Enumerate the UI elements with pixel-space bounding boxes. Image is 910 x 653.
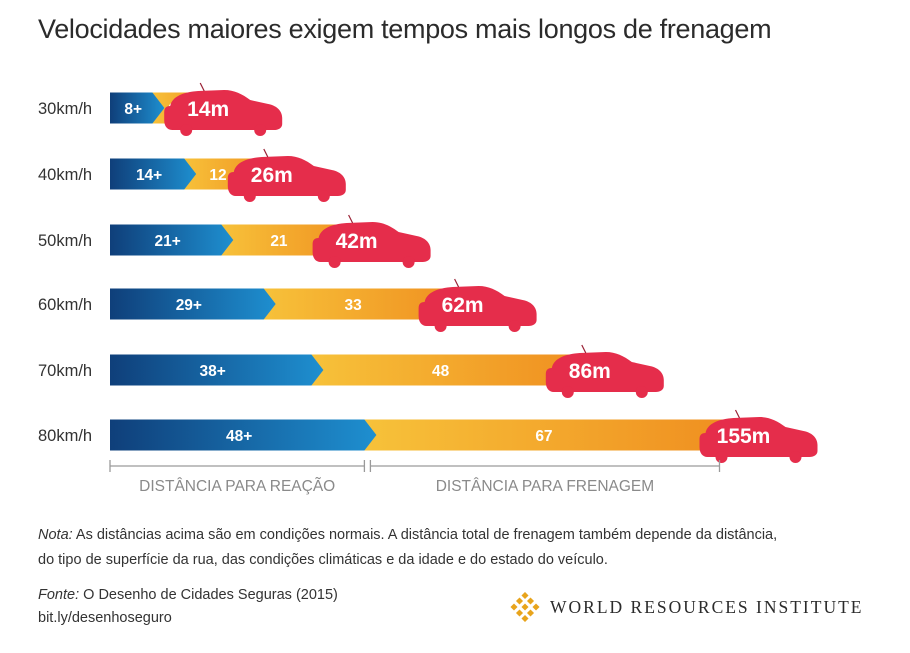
braking-bar (362, 419, 760, 451)
braking-bar (309, 354, 606, 386)
car-wheel (635, 386, 648, 398)
car-wheel (402, 256, 415, 268)
car-marker (418, 278, 537, 332)
car-wheel (508, 320, 521, 332)
car-marker (699, 409, 818, 463)
total-distance-label: 86m (569, 360, 611, 383)
car-marker (164, 82, 283, 136)
car-body (699, 417, 818, 457)
chart-title: Velocidades maiores exigem tempos mais l… (38, 14, 772, 44)
total-distance-label: 14m (187, 98, 229, 121)
row-label: 60km/h (38, 296, 92, 314)
reaction-value-label: 21+ (155, 233, 181, 250)
row-label: 30km/h (38, 100, 92, 118)
reaction-value-label: 29+ (176, 297, 202, 314)
reaction-bar (110, 158, 197, 190)
reaction-value-label: 8+ (124, 101, 142, 118)
legend-braking-label: DISTÂNCIA PARA FRENAGEM (436, 478, 654, 495)
reaction-bar (110, 224, 234, 256)
braking-bracket (369, 460, 721, 472)
car-antenna (734, 409, 741, 419)
source-label: Fonte: (38, 587, 80, 603)
braking-distance-chart: 30km/h8+614m40km/h14+1226m50km/h21+2142m… (38, 82, 818, 495)
car-antenna (199, 82, 205, 92)
car-marker (312, 214, 431, 268)
row-label: 70km/h (38, 362, 92, 380)
car-wheel (254, 124, 267, 136)
reaction-bracket (109, 460, 366, 472)
legend-reaction-label: DISTÂNCIA PARA REAÇÃO (139, 478, 335, 495)
row-label: 80km/h (38, 427, 92, 445)
car-antenna (263, 148, 269, 158)
car-body (164, 90, 283, 130)
wri-name: WORLD RESOURCES INSTITUTE (550, 596, 864, 617)
car-wheel (715, 451, 728, 463)
total-distance-label: 42m (336, 230, 378, 253)
car-body (227, 156, 346, 196)
reaction-value-label: 48+ (226, 428, 252, 445)
reaction-bar (110, 288, 276, 320)
car-wheel (317, 190, 330, 202)
car-body (418, 286, 537, 326)
source-link[interactable]: bit.ly/desenhoseguro (38, 610, 172, 626)
braking-value-label: 21 (270, 233, 288, 250)
reaction-bar (110, 92, 165, 124)
total-distance-label: 155m (717, 425, 771, 448)
car-wheel (789, 451, 802, 463)
total-distance-label: 62m (442, 294, 484, 317)
car-wheel (434, 320, 447, 332)
row-label: 50km/h (38, 232, 92, 250)
note-text: As distâncias acima são em condições nor… (75, 527, 778, 543)
car-antenna (454, 278, 460, 288)
braking-value-label: 67 (535, 428, 552, 445)
reaction-value-label: 14+ (136, 167, 162, 184)
total-distance-label: 26m (251, 164, 293, 187)
car-wheel (328, 256, 341, 268)
note-label: Nota: (38, 527, 73, 543)
braking-value-label: 48 (432, 363, 450, 380)
reaction-bar (110, 354, 324, 386)
source-text: O Desenho de Cidades Seguras (2015) (83, 587, 338, 603)
reaction-value-label: 38+ (200, 363, 226, 380)
braking-value-label: 12 (209, 167, 226, 184)
chart-note: Nota: As distâncias acima são em condiçõ… (38, 523, 798, 573)
car-marker (545, 344, 664, 398)
car-wheel (561, 386, 574, 398)
reaction-bar (110, 419, 377, 451)
row-label: 40km/h (38, 166, 92, 184)
car-marker (227, 148, 346, 202)
car-wheel (180, 124, 193, 136)
car-antenna (581, 344, 587, 354)
note-text-continued: do tipo de superfície da rua, das condiç… (38, 552, 608, 568)
braking-value-label: 33 (345, 297, 363, 314)
car-antenna (348, 214, 354, 224)
wri-diamond-logo-icon (510, 592, 540, 622)
car-body (545, 352, 664, 392)
chart-source: Fonte: O Desenho de Cidades Seguras (201… (38, 584, 338, 630)
car-wheel (243, 190, 256, 202)
car-body (312, 222, 431, 262)
wri-brand: WORLD RESOURCES INSTITUTE (510, 592, 863, 622)
